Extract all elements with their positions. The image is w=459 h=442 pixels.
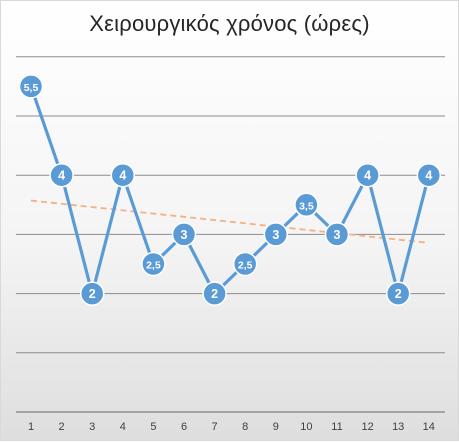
data-point bbox=[355, 162, 380, 188]
data-label: 3 bbox=[334, 228, 341, 242]
x-tick-label: 11 bbox=[331, 421, 342, 433]
x-tick-label: 8 bbox=[242, 421, 248, 433]
x-tick-label: 12 bbox=[361, 421, 373, 433]
data-label: 2 bbox=[395, 287, 402, 301]
data-point bbox=[110, 162, 136, 188]
data-point bbox=[79, 281, 105, 306]
data-point bbox=[385, 281, 411, 306]
data-label: 2 bbox=[89, 287, 96, 301]
data-label: 4 bbox=[58, 169, 65, 183]
data-label: 4 bbox=[364, 169, 371, 183]
data-point bbox=[324, 222, 350, 247]
data-label: 2 bbox=[211, 287, 218, 301]
data-point bbox=[49, 162, 74, 188]
data-label: 2,5 bbox=[146, 260, 161, 272]
x-tick-label: 9 bbox=[273, 421, 279, 433]
data-label: 3 bbox=[181, 228, 188, 242]
data-label: 2,5 bbox=[238, 260, 253, 272]
x-tick-label: 1 bbox=[28, 421, 34, 433]
series-line bbox=[29, 85, 431, 296]
x-tick-label: 4 bbox=[120, 421, 126, 433]
trendline bbox=[30, 199, 429, 244]
data-point bbox=[263, 222, 289, 247]
data-point bbox=[232, 251, 258, 277]
x-tick-label: 5 bbox=[150, 421, 156, 433]
chart-title: Χειρουργικός χρόνος (ώρες) bbox=[89, 11, 370, 36]
data-point bbox=[294, 192, 319, 218]
data-point bbox=[171, 222, 197, 247]
data-point bbox=[416, 162, 442, 188]
data-label: 3,5 bbox=[299, 200, 314, 212]
x-tick-label: 7 bbox=[212, 421, 218, 433]
data-point bbox=[18, 74, 44, 99]
x-tick-label: 14 bbox=[423, 421, 435, 433]
x-tick-label: 6 bbox=[181, 421, 187, 433]
x-tick-label: 2 bbox=[59, 421, 65, 433]
x-tick-label: 10 bbox=[300, 421, 312, 433]
data-label: 4 bbox=[425, 169, 432, 183]
data-label: 4 bbox=[119, 169, 126, 183]
data-point bbox=[141, 251, 166, 277]
x-tick-label: 13 bbox=[392, 421, 404, 433]
data-label: 5,5 bbox=[24, 82, 39, 94]
x-tick-label: 3 bbox=[89, 421, 95, 433]
data-point bbox=[202, 281, 227, 306]
data-label: 3 bbox=[272, 228, 279, 242]
